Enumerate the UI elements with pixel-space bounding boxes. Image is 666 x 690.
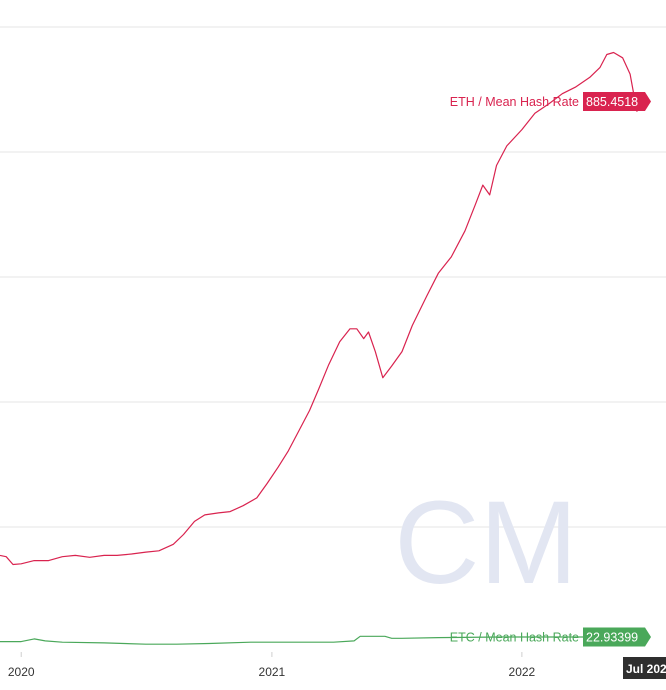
series-line-etc bbox=[0, 635, 650, 645]
series-name-etc: ETC / Mean Hash Rate bbox=[450, 630, 579, 644]
current-date-label: Jul 202 bbox=[626, 662, 666, 676]
series-name-eth: ETH / Mean Hash Rate bbox=[450, 95, 579, 109]
current-date-badge-bg bbox=[623, 657, 666, 679]
current-date-badge: Jul 202 bbox=[623, 657, 666, 679]
x-tick-label-2: 2022 bbox=[509, 665, 536, 679]
series-line-eth bbox=[0, 51, 650, 566]
last-value-eth: 885.4518 bbox=[586, 95, 638, 109]
x-tick-label-1: 2021 bbox=[259, 665, 286, 679]
watermark-logo: CM bbox=[394, 477, 578, 609]
x-tick-label-0: 2020 bbox=[8, 665, 35, 679]
x-axis-ticks: 2020 2021 2022 bbox=[8, 652, 536, 679]
last-value-etc: 22.93399 bbox=[586, 630, 638, 644]
series-labels: 885.4518 ETH / Mean Hash Rate 22.93399 ETC … bbox=[450, 92, 651, 647]
series-lines bbox=[0, 51, 650, 645]
last-value-badge-eth bbox=[583, 92, 651, 112]
grid-lines bbox=[0, 26, 666, 528]
last-value-badge-etc bbox=[583, 627, 651, 647]
